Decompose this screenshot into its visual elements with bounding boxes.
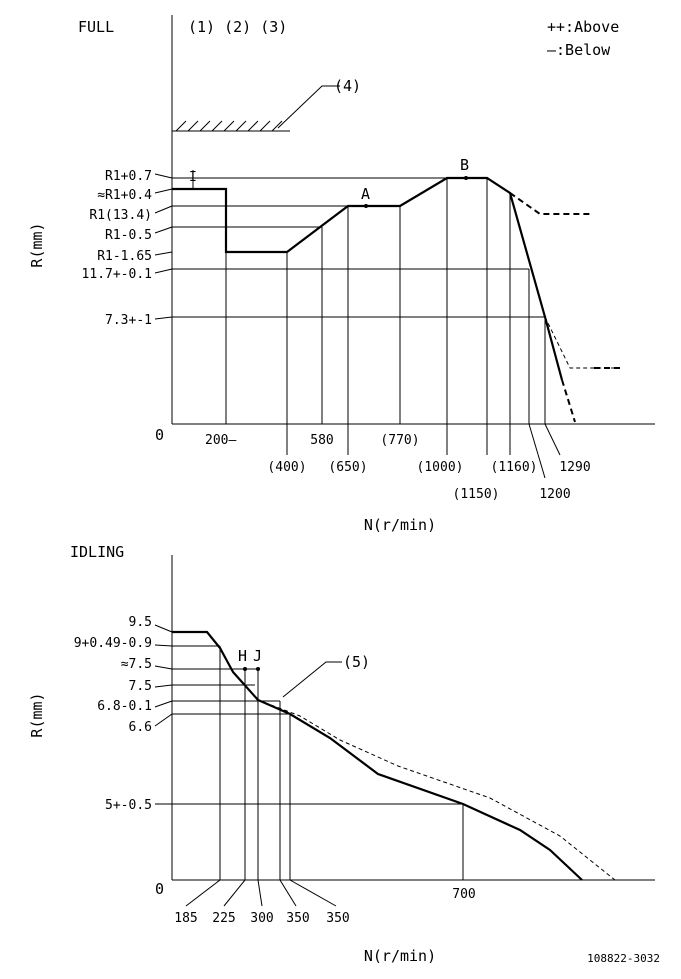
point-h-dot	[243, 667, 247, 671]
point-j-dot	[256, 667, 260, 671]
svg-text:580: 580	[310, 433, 333, 448]
point-b-dot	[464, 176, 468, 180]
idling-ref-lines	[172, 645, 463, 805]
point-a: A	[361, 185, 370, 203]
idling-curve	[172, 630, 583, 881]
idling-y-ticks	[154, 624, 173, 805]
full-y-ticks	[154, 173, 173, 320]
full-title: FULL	[78, 18, 114, 36]
full-ref-lines	[172, 177, 545, 318]
idling-above-curve	[257, 699, 616, 881]
svg-text:225: 225	[212, 911, 235, 926]
svg-text:11.7+-0.1: 11.7+-0.1	[82, 267, 152, 282]
point-b: B	[460, 156, 469, 174]
idling-chart: IDLING 0 9.5 9+0.49-0.9 ≈7.5 7.5	[28, 543, 655, 965]
idling-y-labels: 9.5 9+0.49-0.9 ≈7.5 7.5 6.8-0.1 6.6 5+-0…	[74, 615, 152, 813]
svg-text:(1160): (1160)	[491, 460, 538, 475]
full-above-branch	[509, 192, 592, 215]
full-origin: 0	[155, 426, 164, 444]
point-h: H	[238, 647, 247, 665]
callout-5: (5)	[343, 653, 370, 671]
full-x-labels: 200— (400) 580 (650) (770) (1000) (1150)…	[205, 433, 591, 502]
svg-text:200—: 200—	[205, 433, 236, 448]
svg-text:(770): (770)	[380, 433, 419, 448]
legend-above: ++:Above	[547, 18, 619, 36]
idling-origin: 0	[155, 880, 164, 898]
svg-text:≈7.5: ≈7.5	[121, 657, 152, 672]
point-j: J	[253, 647, 262, 665]
callout-4: (4)	[334, 77, 361, 95]
full-x-axis-label: N(r/min)	[364, 516, 436, 534]
idling-x-axis-label: N(r/min)	[364, 947, 436, 965]
idling-title: IDLING	[70, 543, 124, 561]
svg-text:1290: 1290	[559, 460, 590, 475]
full-y-labels: R1+0.7 ≈R1+0.4 R1(13.4) R1-0.5 R1-1.65 1…	[82, 169, 153, 328]
svg-text:700: 700	[452, 887, 475, 902]
doc-code: 108822-3032	[587, 952, 660, 965]
callout-5-leader	[282, 661, 342, 698]
svg-text:(650): (650)	[328, 460, 367, 475]
svg-text:350: 350	[326, 911, 349, 926]
full-above-branch-2	[544, 316, 620, 369]
idling-vert-lines	[185, 646, 464, 907]
svg-text:(1150): (1150)	[453, 487, 500, 502]
full-chart: FULL (1) (2) (3) ++:Above —:Below 0 (4)	[28, 15, 655, 534]
callout-4-leader	[277, 85, 340, 129]
legend-below: —:Below	[547, 41, 611, 59]
full-curve	[172, 176, 564, 381]
svg-text:9+0.49-0.9: 9+0.49-0.9	[74, 636, 152, 651]
svg-text:≈R1+0.4: ≈R1+0.4	[97, 188, 152, 203]
svg-text:7.3+-1: 7.3+-1	[105, 313, 152, 328]
svg-text:1200: 1200	[539, 487, 570, 502]
svg-text:R1-1.65: R1-1.65	[97, 249, 152, 264]
full-vert-lines	[225, 178, 561, 479]
point-i: I	[189, 170, 197, 185]
full-y-axis-label: R(mm)	[28, 222, 46, 267]
stop-limit-hatch	[172, 120, 290, 132]
svg-text:5+-0.5: 5+-0.5	[105, 798, 152, 813]
svg-text:300: 300	[250, 911, 273, 926]
svg-text:(1000): (1000)	[417, 460, 464, 475]
full-markers: (1) (2) (3)	[188, 18, 287, 36]
svg-text:6.8-0.1: 6.8-0.1	[97, 699, 152, 714]
svg-text:R1+0.7: R1+0.7	[105, 169, 152, 184]
point-a-dot	[364, 204, 368, 208]
full-below-branch	[561, 379, 576, 423]
idling-y-axis-label: R(mm)	[28, 692, 46, 737]
svg-text:7.5: 7.5	[129, 679, 152, 694]
svg-text:R1(13.4): R1(13.4)	[89, 208, 152, 223]
idling-x-labels: 185 225 300 350 350 700	[174, 887, 475, 926]
svg-text:(400): (400)	[267, 460, 306, 475]
svg-text:6.6: 6.6	[129, 720, 152, 735]
svg-text:350: 350	[286, 911, 309, 926]
svg-text:R1-0.5: R1-0.5	[105, 228, 152, 243]
svg-text:9.5: 9.5	[129, 615, 152, 630]
svg-text:185: 185	[174, 911, 197, 926]
